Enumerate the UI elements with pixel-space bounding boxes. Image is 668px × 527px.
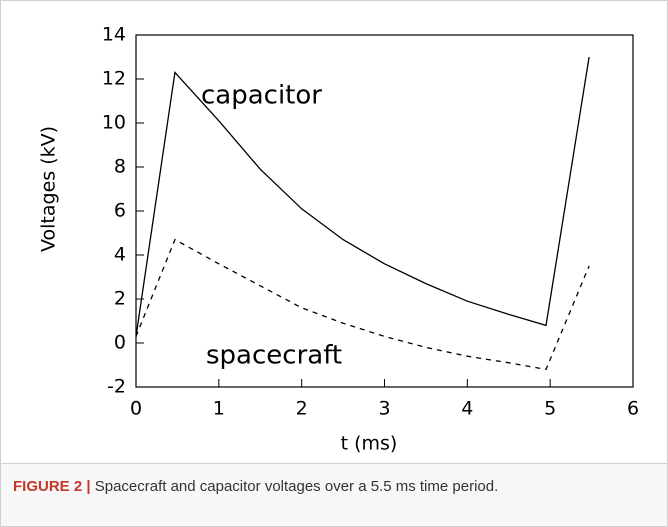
caption-text: Spacecraft and capacitor voltages over a… (94, 478, 499, 495)
x-tick-label: 1 (213, 398, 225, 420)
y-tick-label: 6 (114, 200, 126, 222)
y-tick-label: 12 (102, 68, 126, 90)
y-tick-label: 14 (102, 24, 126, 46)
series-label: capacitor (201, 81, 322, 111)
y-tick-label: 2 (114, 288, 126, 310)
x-tick-label: 2 (296, 398, 308, 420)
caption-label: FIGURE 2 | (13, 478, 91, 495)
y-tick-label: 4 (114, 244, 126, 266)
caption: FIGURE 2 | Spacecraft and capacitor volt… (1, 463, 667, 526)
y-tick-label: -2 (107, 376, 126, 398)
x-tick-label: 6 (627, 398, 639, 420)
x-tick-label: 4 (461, 398, 473, 420)
series-label: spacecraft (206, 341, 342, 371)
x-tick-label: 0 (130, 398, 142, 420)
y-tick-label: 8 (114, 156, 126, 178)
y-tick-label: 10 (102, 112, 126, 134)
data-line (135, 56, 590, 337)
data-line (135, 238, 590, 371)
x-axis-label: t (ms) (341, 433, 398, 455)
y-tick-label: 0 (114, 332, 126, 354)
y-axis-label: Voltages (kV) (38, 126, 60, 252)
x-tick-label: 3 (378, 398, 390, 420)
x-tick-label: 5 (544, 398, 556, 420)
